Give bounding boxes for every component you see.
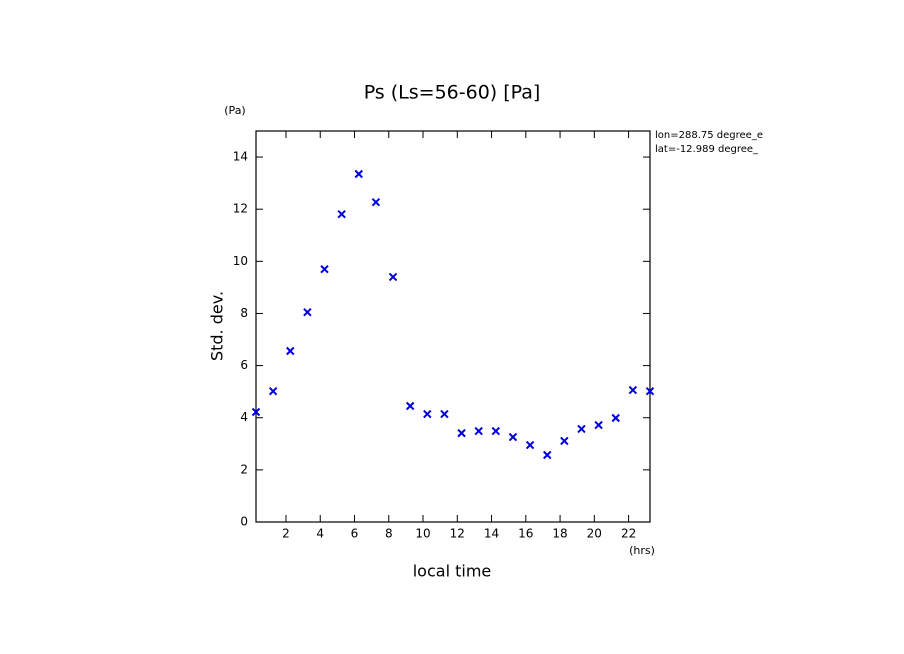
data-point (594, 420, 603, 430)
x-tick-label: 6 (351, 527, 359, 541)
data-point (611, 413, 620, 423)
x-tick-label: 14 (484, 527, 499, 541)
y-tick-label: 8 (240, 306, 248, 320)
data-point (457, 428, 466, 438)
y-tick-label: 10 (233, 254, 248, 268)
y-tick-label: 14 (233, 150, 248, 164)
x-tick-label: 8 (385, 527, 393, 541)
y-unit: (Pa) (224, 104, 245, 117)
x-tick-label: 2 (282, 527, 290, 541)
y-tick-label: 2 (240, 462, 248, 476)
data-point (337, 209, 346, 219)
x-axis-label: local time (413, 562, 492, 581)
data-point (560, 436, 569, 446)
x-tick-label: 20 (587, 527, 602, 541)
data-point (440, 409, 449, 419)
x-tick-label: 22 (621, 527, 636, 541)
x-tick-label: 16 (518, 527, 533, 541)
annotation: lat=-12.989 degree_ (655, 144, 759, 155)
data-point (543, 450, 552, 460)
y-tick-label: 0 (240, 515, 248, 529)
data-point (474, 426, 483, 436)
data-point (320, 264, 329, 274)
chart-title: Ps (Ls=56-60) [Pa] (364, 82, 541, 104)
x-tick-label: 18 (552, 527, 567, 541)
data-point (371, 197, 381, 207)
data-point (251, 407, 261, 417)
data-point (423, 409, 432, 419)
y-axis-label: Std. dev. (208, 291, 227, 361)
data-point (508, 432, 518, 442)
plot-frame (255, 130, 651, 523)
annotation: lon=288.75 degree_e (655, 130, 763, 141)
data-point (405, 401, 415, 411)
data-point (354, 169, 363, 179)
data-point (525, 440, 535, 450)
data-point (303, 307, 312, 317)
data-point (268, 386, 278, 396)
x-unit: (hrs) (629, 544, 655, 557)
data-point (286, 346, 295, 356)
x-tick-label: 12 (450, 527, 465, 541)
x-tick-label: 10 (415, 527, 430, 541)
data-point (628, 385, 638, 395)
data-point (388, 272, 398, 282)
data-point (491, 426, 501, 436)
y-tick-label: 12 (233, 202, 248, 216)
y-tick-label: 6 (240, 358, 248, 372)
x-tick-label: 4 (316, 527, 324, 541)
data-point (577, 424, 586, 434)
y-tick-label: 4 (240, 410, 248, 424)
data-point (645, 386, 655, 396)
